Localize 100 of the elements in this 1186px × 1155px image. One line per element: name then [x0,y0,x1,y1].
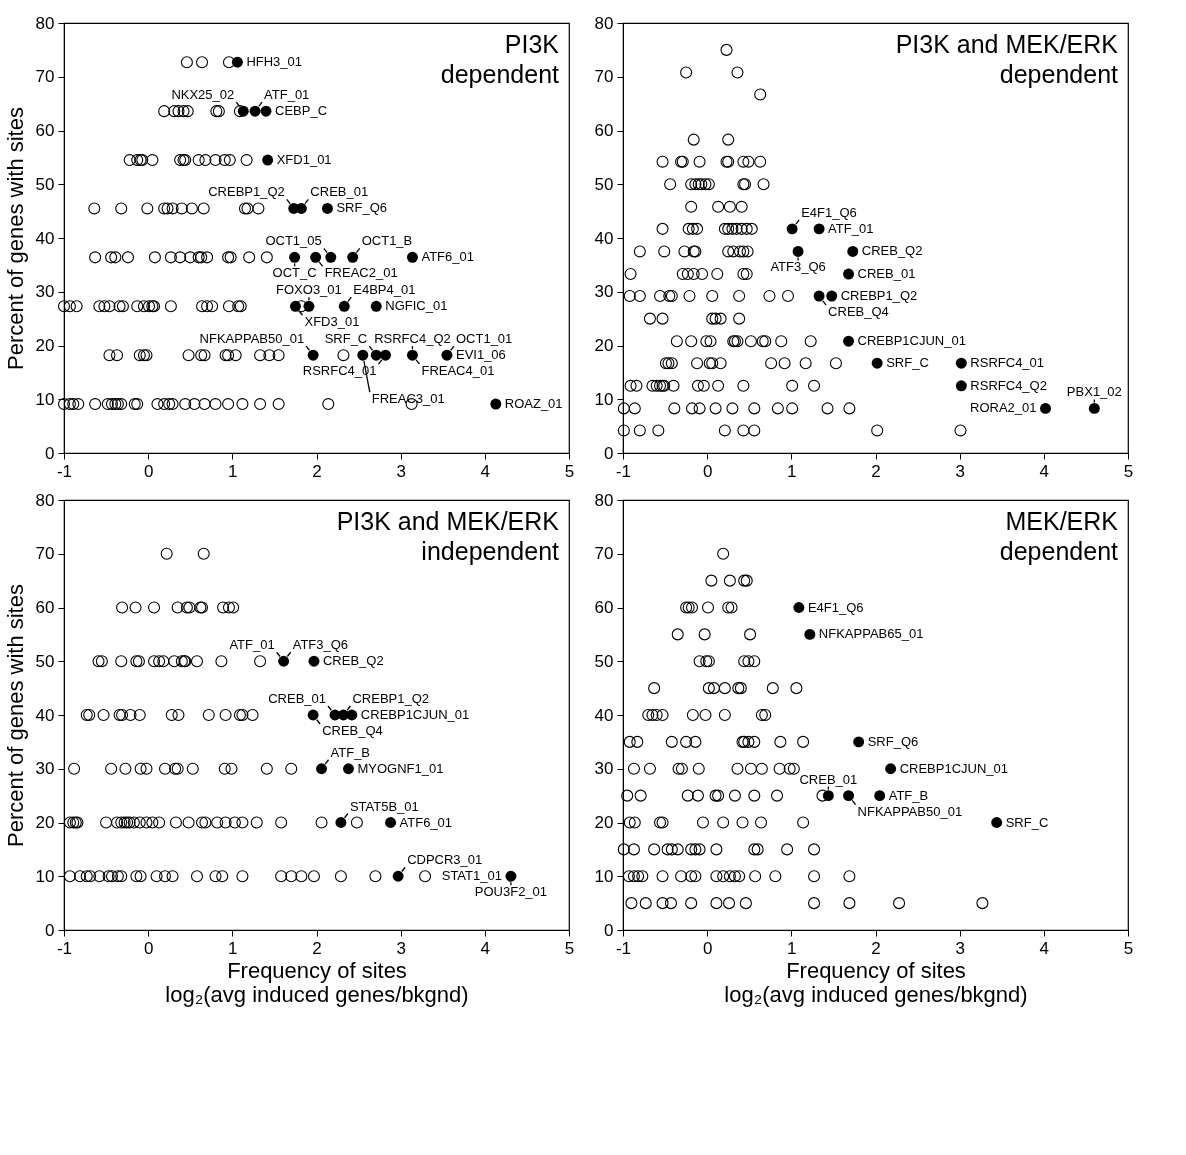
point [308,655,320,667]
x-tick-label: -1 [56,461,73,481]
annotation: XFD1_01 [276,152,332,168]
annotation: CREB_Q2 [861,243,923,259]
y-tick-label: 30 [35,282,55,302]
annotation: SRF_C [1005,814,1049,830]
x-tick-label: -1 [615,461,632,481]
x-tick-label: 1 [228,461,238,481]
y-tick-label: 20 [35,813,55,832]
y-tick-label: 70 [35,544,55,564]
y-tick-label: 50 [594,174,614,194]
x-tick-label: 1 [228,938,238,958]
x-tick-label: 4 [480,461,491,481]
annotation: RORA2_01 [970,400,1037,416]
y-tick-label: 20 [594,813,614,832]
annotation: RSRFC4_Q2 [970,377,1047,393]
point [262,154,274,166]
y-tick-label: 40 [35,705,55,725]
point [310,251,322,263]
y-tick-label: 60 [35,121,55,140]
point [885,763,897,775]
point [793,602,805,613]
x-tick-label: 2 [312,461,322,481]
annotation: NFKAPPAB65_01 [818,626,924,642]
point [505,870,517,882]
annotation: RSRFC4_01 [970,355,1045,371]
y-tick-label: 10 [35,389,55,409]
point [307,349,319,361]
y-tick-label: 50 [594,651,614,671]
annotation: ATF6_01 [421,249,474,265]
annotation: CREBP1_Q2 [352,691,430,706]
y-axis-title: Percent of genes with sites [2,584,28,847]
x-tick-label: -1 [56,938,73,958]
point [853,736,865,748]
point [847,245,859,257]
point [357,349,369,361]
annotation: ATF3_Q6 [292,637,349,653]
point [335,817,347,828]
point [231,56,243,68]
annotation: CREB_Q2 [322,653,384,669]
y-tick-label: 30 [35,759,55,779]
text: PI3K dependent [440,30,560,88]
x-tick-label: 0 [702,461,713,481]
annotation: STAT5B_01 [349,798,419,814]
y-tick-label: 80 [35,13,55,33]
x-tick-label: 0 [702,938,713,958]
y-tick-label: 60 [594,121,614,140]
point [307,709,319,721]
annotation: PBX1_02 [1066,384,1122,400]
y-tick-label: 20 [35,336,55,355]
x-tick-label: 2 [871,938,881,958]
y-tick-label: 0 [604,920,614,940]
point [392,870,404,882]
y-tick-label: 70 [594,544,614,564]
annotation: ATF_01 [229,637,275,653]
annotation: NFKAPPAB50_01 [857,803,963,819]
x-tick-label: 1 [787,461,797,481]
annotation: CREB_Q4 [828,304,889,320]
y-tick-label: 60 [35,598,55,617]
x-tick-label: 0 [143,461,154,481]
y-axis-title: Percent of genes with sites [2,107,28,370]
point [237,105,249,117]
annotation: E4F1_Q6 [801,204,857,220]
annotation: FOXO3_01 [276,282,342,298]
x-axis-title: Frequency of sites log₂(avg induced genes/bkgnd) [724,957,1028,1007]
x-tick-label: -1 [615,938,632,958]
x-axis-title: Frequency of sites log₂(avg induced genes/bkgnd) [165,957,469,1007]
y-tick-label: 80 [594,490,614,510]
annotation: CDPCR3_01 [407,852,483,868]
annotation: CREBP1_Q2 [840,288,918,304]
annotation: ATF_B [888,787,929,803]
point [826,290,838,302]
annotation: FREAC4_01 [421,363,495,379]
annotation: E4BP4_01 [353,282,416,298]
x-tick-label: 3 [396,938,406,958]
annotation: OCT1_01 [455,331,513,347]
y-tick-label: 20 [594,336,614,355]
point [874,790,886,802]
y-tick-label: 40 [594,228,614,248]
annotation: NFKAPPAB50_01 [199,331,305,347]
x-tick-label: 5 [564,461,575,481]
annotation: EVI1_06 [455,347,506,363]
y-tick-label: 70 [35,67,55,87]
y-tick-label: 0 [45,920,55,940]
annotation: ATF_01 [264,87,310,103]
annotation: XFD3_01 [304,314,360,330]
annotation: ATF_01 [828,220,874,236]
annotation: ATF3_Q6 [770,259,826,275]
annotation: MYOGNF1_01 [357,760,444,776]
point [406,251,418,263]
point [804,628,816,640]
y-tick-label: 80 [594,13,614,33]
point [490,398,502,410]
x-tick-label: 3 [396,461,406,481]
point [338,300,350,312]
annotation: POU3F2_01 [474,884,548,900]
annotation: ATF_B [330,744,371,760]
y-tick-label: 0 [45,443,55,463]
annotation: SRF_Q6 [867,733,919,749]
point [1088,402,1100,414]
